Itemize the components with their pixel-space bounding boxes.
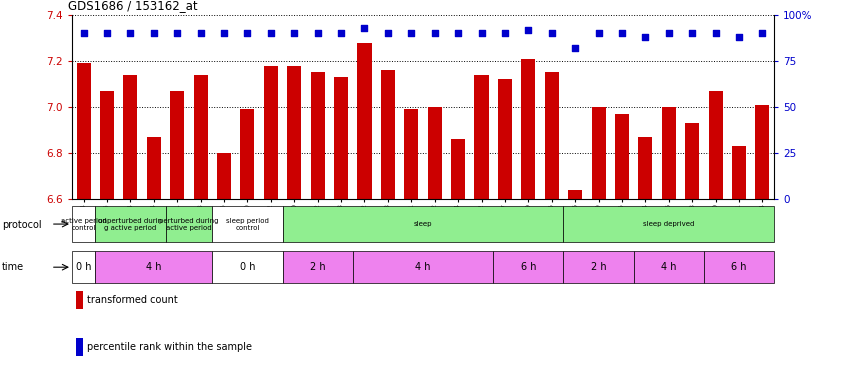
Point — [264, 30, 277, 36]
Text: perturbed during
active period: perturbed during active period — [159, 217, 218, 231]
Point — [475, 30, 488, 36]
Bar — [334, 77, 348, 199]
Bar — [77, 63, 91, 199]
Bar — [358, 43, 371, 199]
Bar — [563, 206, 774, 242]
Bar — [662, 107, 676, 199]
Text: sleep deprived: sleep deprived — [643, 221, 695, 227]
Bar — [283, 206, 563, 242]
Bar — [147, 137, 161, 199]
Bar — [704, 251, 774, 283]
Bar — [170, 91, 184, 199]
Point — [755, 30, 769, 36]
Text: 4 h: 4 h — [661, 262, 677, 272]
Point — [381, 30, 394, 36]
Point — [498, 30, 512, 36]
Bar — [72, 251, 96, 283]
Bar — [493, 251, 563, 283]
Bar — [72, 206, 96, 242]
Text: sleep period
control: sleep period control — [226, 217, 269, 231]
Bar — [353, 251, 493, 283]
Bar — [451, 139, 465, 199]
Bar — [428, 107, 442, 199]
Bar — [709, 91, 722, 199]
Bar — [283, 251, 353, 283]
Point — [452, 30, 465, 36]
Point — [521, 27, 536, 33]
Bar — [732, 146, 746, 199]
Point — [358, 25, 371, 31]
Bar — [381, 70, 395, 199]
Point — [334, 30, 348, 36]
Text: unperturbed durin
g active period: unperturbed durin g active period — [98, 217, 162, 231]
Bar — [615, 114, 629, 199]
Bar — [100, 91, 114, 199]
Point — [194, 30, 207, 36]
Bar — [212, 251, 283, 283]
Point — [240, 30, 254, 36]
Text: 4 h: 4 h — [146, 262, 162, 272]
Point — [147, 30, 161, 36]
Text: 0 h: 0 h — [76, 262, 91, 272]
Point — [591, 30, 605, 36]
Bar — [96, 251, 212, 283]
Bar — [521, 58, 536, 199]
Text: 0 h: 0 h — [239, 262, 255, 272]
Text: 2 h: 2 h — [310, 262, 326, 272]
Bar — [96, 206, 166, 242]
Point — [685, 30, 699, 36]
Text: active period
control: active period control — [61, 217, 107, 231]
Bar — [166, 206, 212, 242]
Bar — [591, 107, 606, 199]
Bar — [212, 206, 283, 242]
Point — [709, 30, 722, 36]
Point — [100, 30, 113, 36]
Point — [569, 45, 582, 51]
Bar — [240, 109, 255, 199]
Point — [545, 30, 558, 36]
Bar — [634, 251, 704, 283]
Text: 4 h: 4 h — [415, 262, 431, 272]
Point — [615, 30, 629, 36]
Bar — [404, 109, 418, 199]
Bar — [194, 75, 207, 199]
Point — [288, 30, 301, 36]
Text: protocol: protocol — [2, 220, 41, 230]
Point — [639, 34, 652, 40]
Text: 6 h: 6 h — [520, 262, 536, 272]
Point — [124, 30, 137, 36]
Text: 2 h: 2 h — [591, 262, 607, 272]
Text: GDS1686 / 153162_at: GDS1686 / 153162_at — [69, 0, 198, 12]
Bar — [545, 72, 558, 199]
Bar — [124, 75, 137, 199]
Bar — [310, 72, 325, 199]
Point — [662, 30, 675, 36]
Point — [733, 34, 746, 40]
Point — [217, 30, 231, 36]
Bar — [217, 153, 231, 199]
Point — [404, 30, 418, 36]
Bar — [498, 80, 512, 199]
Text: sleep: sleep — [414, 221, 432, 227]
Text: transformed count: transformed count — [87, 296, 178, 305]
Bar — [569, 190, 582, 199]
Bar — [288, 66, 301, 199]
Bar — [639, 137, 652, 199]
Bar — [755, 105, 769, 199]
Point — [170, 30, 184, 36]
Point — [77, 30, 91, 36]
Text: time: time — [2, 262, 24, 272]
Text: 6 h: 6 h — [731, 262, 747, 272]
Bar — [685, 123, 699, 199]
Text: percentile rank within the sample: percentile rank within the sample — [87, 342, 252, 352]
Bar — [563, 251, 634, 283]
Point — [428, 30, 442, 36]
Bar — [264, 66, 277, 199]
Bar — [475, 75, 488, 199]
Point — [311, 30, 325, 36]
